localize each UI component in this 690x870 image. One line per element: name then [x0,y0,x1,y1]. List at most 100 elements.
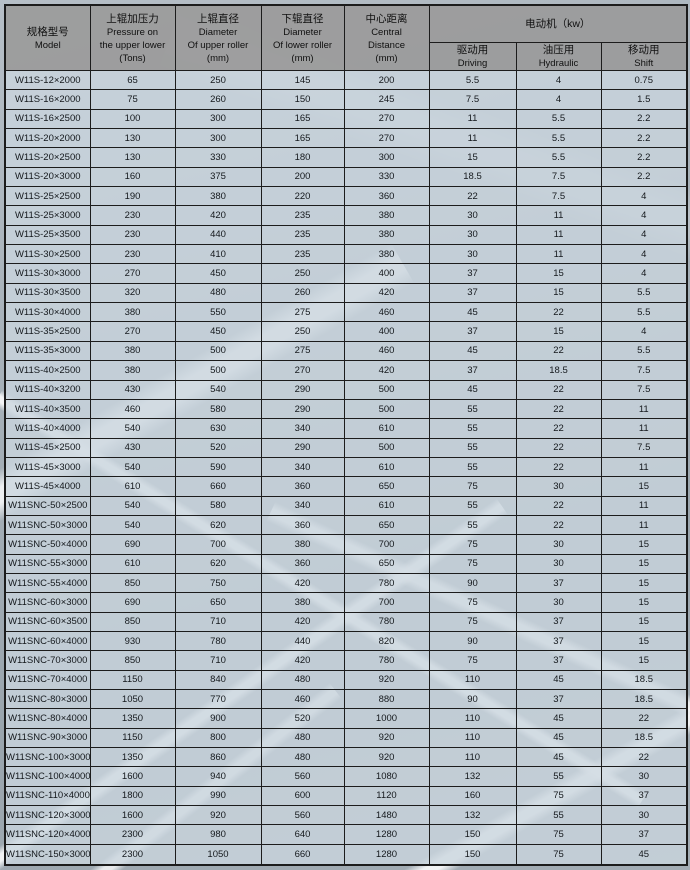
pressure-cell: 75 [89,89,176,110]
central-distance-cell: 780 [343,572,430,594]
upper-roller-cell: 410 [174,244,262,265]
upper-roller-cell: 630 [174,418,262,439]
lower-roller-cell: 165 [260,128,345,149]
central-distance-cell: 780 [343,650,430,671]
shift-cell: 11 [600,495,688,516]
lower-roller-cell: 600 [260,785,345,807]
pressure-cell: 270 [89,263,176,284]
lower-roller-cell: 420 [260,650,345,671]
col-header-hydraulic: 油压用 Hydraulic [515,42,602,71]
pressure-cell: 850 [89,572,176,594]
lower-roller-cell: 520 [260,708,345,729]
hydraulic-cell: 22 [515,418,602,439]
lower-roller-cell: 380 [260,592,345,613]
hydraulic-cell: 55 [515,805,602,826]
driving-cell: 11 [428,128,517,149]
hydraulic-cell: 37 [515,630,602,652]
table-row: W11SNC-50×3000 540 620 360 650 55 22 11 [4,514,688,536]
shift-cell: 11 [600,456,688,478]
shift-cell: 2.2 [600,108,688,130]
hydraulic-cell: 75 [515,824,602,845]
hydraulic-cell: 30 [515,534,602,555]
lower-roller-cell: 165 [260,108,345,130]
model-cell: W11SNC-120×3000 [4,805,91,826]
driving-cell: 55 [428,456,517,478]
model-cell: W11S-25×2500 [4,186,91,207]
driving-cell: 110 [428,708,517,729]
central-distance-cell: 1120 [343,785,430,807]
driving-cell: 90 [428,630,517,652]
central-distance-cell: 610 [343,495,430,516]
driving-cell: 37 [428,282,517,304]
pressure-cell: 380 [89,340,176,362]
shift-cell: 11 [600,418,688,439]
central-distance-cell: 400 [343,263,430,284]
hydraulic-cell: 22 [515,495,602,516]
central-distance-cell: 380 [343,205,430,226]
lower-roller-cell: 460 [260,688,345,710]
upper-roller-cell: 500 [174,340,262,362]
model-cell: W11SNC-50×2500 [4,495,91,516]
upper-roller-cell: 580 [174,398,262,420]
central-distance-cell: 380 [343,224,430,246]
model-cell: W11S-40×3200 [4,379,91,400]
model-cell: W11S-45×2500 [4,437,91,458]
lower-roller-cell: 340 [260,495,345,516]
central-distance-cell: 330 [343,166,430,188]
pressure-cell: 540 [89,456,176,478]
hydraulic-cell: 15 [515,321,602,342]
shift-cell: 45 [600,843,688,866]
pressure-cell: 230 [89,224,176,246]
driving-cell: 55 [428,495,517,516]
central-distance-cell: 245 [343,89,430,110]
header-text: Of upper roller [187,39,249,51]
central-distance-cell: 400 [343,321,430,342]
hydraulic-cell: 4 [515,89,602,110]
shift-cell: 4 [600,263,688,284]
shift-cell: 37 [600,785,688,807]
shift-cell: 7.5 [600,437,688,458]
pressure-cell: 270 [89,321,176,342]
shift-cell: 37 [600,824,688,845]
pressure-cell: 610 [89,476,176,497]
shift-cell: 11 [600,514,688,536]
lower-roller-cell: 360 [260,514,345,536]
central-distance-cell: 500 [343,379,430,400]
hydraulic-cell: 30 [515,592,602,613]
col-header-motor-group: 电动机（kw） [428,4,688,43]
table-row: W11S-25×2500 190 380 220 360 22 7.5 4 [4,186,688,207]
central-distance-cell: 610 [343,418,430,439]
driving-cell: 37 [428,263,517,284]
spec-table: 规格型号 Model 上辊加压力 Pressure on the upper l… [4,4,688,866]
driving-cell: 5.5 [428,69,517,91]
driving-cell: 75 [428,611,517,632]
upper-roller-cell: 710 [174,650,262,671]
table-row: W11S-40×4000 540 630 340 610 55 22 11 [4,418,688,439]
driving-cell: 132 [428,805,517,826]
central-distance-cell: 270 [343,108,430,130]
model-cell: W11S-40×4000 [4,418,91,439]
col-header-shift: 移动用 Shift [600,42,688,71]
header-text: 下辊直径 [281,12,324,25]
driving-cell: 55 [428,398,517,420]
header-text: Distance [368,39,405,51]
shift-cell: 15 [600,592,688,613]
model-cell: W11S-45×4000 [4,476,91,497]
model-cell: W11SNC-80×4000 [4,708,91,729]
upper-roller-cell: 440 [174,224,262,246]
pressure-cell: 850 [89,611,176,632]
hydraulic-cell: 11 [515,224,602,246]
table-row: W11SNC-60×4000 930 780 440 820 90 37 15 [4,630,688,652]
central-distance-cell: 1480 [343,805,430,826]
hydraulic-cell: 7.5 [515,186,602,207]
model-cell: W11S-16×2500 [4,108,91,130]
model-cell: W11S-35×3000 [4,340,91,362]
header-text: 移动用 [628,44,660,56]
table-row: W11S-45×3000 540 590 340 610 55 22 11 [4,456,688,478]
lower-roller-cell: 640 [260,824,345,845]
table-row: W11SNC-100×4000 1600 940 560 1080 132 55 30 [4,766,688,787]
header-text: Driving [457,58,488,69]
table-row: W11S-35×3000 380 500 275 460 45 22 5.5 [4,340,688,362]
model-cell: W11SNC-120×4000 [4,824,91,845]
upper-roller-cell: 660 [174,476,262,497]
